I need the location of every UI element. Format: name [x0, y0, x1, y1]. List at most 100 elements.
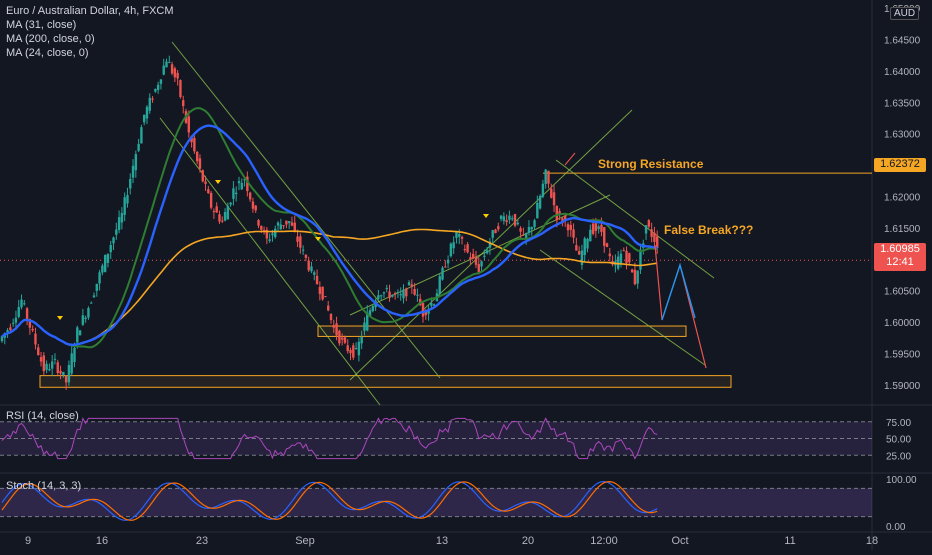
candle-body	[73, 347, 76, 363]
candle-body	[388, 291, 391, 298]
stoch-tick-label: 100.00	[886, 475, 917, 486]
candle-body	[137, 143, 140, 151]
candle-body	[207, 189, 210, 194]
candle-body	[11, 322, 15, 324]
candle-body	[226, 206, 230, 220]
candle-body	[287, 221, 291, 224]
candle-body	[182, 100, 185, 107]
symbol-title[interactable]: Euro / Australian Dollar, 4h, FXCM	[6, 5, 174, 17]
candle-body	[605, 243, 609, 248]
candle-body	[438, 276, 441, 294]
candle-body	[491, 230, 494, 238]
candle-body	[622, 250, 625, 252]
rsi-pane-label[interactable]: RSI (14, close)	[6, 410, 79, 422]
candle-body	[17, 307, 20, 317]
candle-body	[625, 250, 628, 264]
ma200-line	[1, 228, 658, 346]
candle-body	[349, 350, 352, 354]
candle-body	[301, 249, 305, 251]
rsi-tick-label: 25.00	[886, 451, 911, 462]
stoch-pane-label[interactable]: Stoch (14, 3, 3)	[6, 480, 82, 492]
candle-body	[636, 270, 639, 284]
legend-ma31[interactable]: MA (31, close)	[6, 19, 77, 31]
candle-body	[274, 228, 277, 238]
candle-body	[170, 64, 174, 74]
candle-body	[117, 217, 121, 230]
candle-body	[159, 79, 163, 84]
channel-line	[539, 249, 706, 366]
signal-marker	[315, 237, 321, 241]
candle-body	[405, 288, 408, 297]
candle-body	[366, 312, 369, 331]
channel-line	[171, 41, 441, 379]
candle-body	[393, 293, 397, 295]
candle-body	[577, 251, 581, 255]
time-tick-label: 18	[866, 535, 878, 547]
candle-body	[95, 283, 98, 291]
candle-body	[168, 62, 171, 64]
candle-body	[84, 317, 87, 320]
candle-body	[463, 248, 467, 251]
candle-body	[103, 255, 107, 272]
candle-body	[134, 154, 138, 171]
candle-body	[536, 202, 539, 219]
candle-body	[229, 202, 232, 205]
candle-body	[299, 236, 302, 248]
candle-body	[524, 233, 528, 239]
candle-body	[519, 228, 522, 232]
candle-body	[616, 256, 620, 269]
candle-body	[25, 308, 29, 320]
candle-body	[268, 239, 271, 241]
candle-body	[198, 158, 202, 169]
candle-body	[246, 176, 249, 192]
candle-body	[591, 223, 595, 234]
candle-body	[243, 179, 246, 181]
candle-body	[580, 250, 584, 265]
candle-body	[352, 345, 355, 358]
candle-body	[656, 236, 659, 249]
candle-body	[123, 197, 126, 215]
candle-body	[497, 226, 500, 230]
legend-ma24[interactable]: MA (24, close, 0)	[6, 47, 89, 59]
candle-body	[179, 80, 182, 98]
candle-body	[90, 302, 93, 304]
last-price-tag: 1.60985 12:41	[874, 243, 926, 271]
price-tick-label: 1.62000	[884, 193, 921, 204]
candle-body	[541, 183, 545, 197]
candle-body	[56, 362, 59, 374]
price-tick-label: 1.60000	[884, 318, 921, 329]
candle-body	[499, 215, 503, 219]
candle-body	[391, 294, 394, 297]
candle-body	[558, 211, 561, 215]
candle-body	[538, 196, 542, 209]
candle-body	[251, 201, 255, 209]
candle-body	[368, 310, 372, 317]
candle-body	[315, 275, 319, 285]
candle-body	[126, 195, 129, 204]
currency-label[interactable]: AUD	[890, 7, 920, 20]
candle-body	[432, 304, 436, 306]
ma31-line	[1, 124, 658, 347]
candle-body	[6, 330, 9, 333]
time-tick-label: 16	[96, 535, 108, 547]
candle-body	[0, 336, 4, 342]
stoch-d-line	[1, 480, 658, 521]
candle-body	[321, 286, 324, 300]
time-tick-label: Oct	[671, 535, 688, 547]
price-tick-label: 1.59000	[884, 381, 921, 392]
candle-body	[240, 182, 243, 190]
candle-body	[324, 296, 327, 298]
candle-body	[53, 358, 57, 360]
candle-body	[340, 337, 344, 340]
candle-body	[190, 136, 193, 143]
candle-body	[494, 229, 497, 234]
legend-ma200[interactable]: MA (200, close, 0)	[6, 33, 95, 45]
candle-body	[527, 226, 531, 233]
candle-body	[165, 61, 168, 68]
projection-line	[564, 152, 576, 166]
candle-body	[363, 322, 366, 331]
candle-body	[589, 229, 592, 242]
candle-body	[279, 224, 283, 230]
